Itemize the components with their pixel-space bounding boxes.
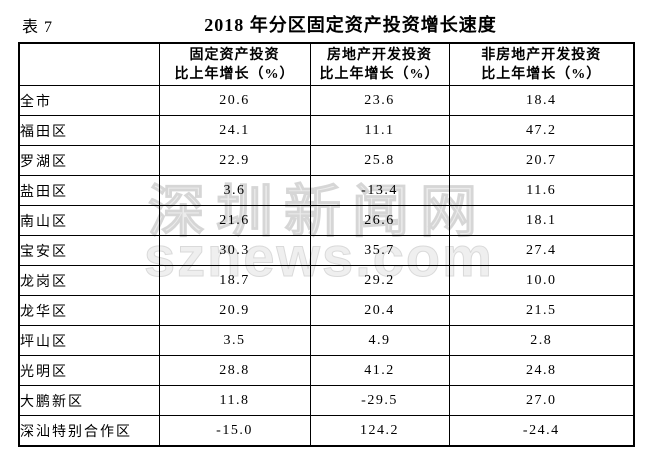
value-cell: 30.3 xyxy=(158,235,311,266)
value-cell: 11.1 xyxy=(309,115,450,146)
value-cell: 4.9 xyxy=(309,325,450,356)
value-cell: -24.4 xyxy=(448,415,635,447)
value-cell: 20.4 xyxy=(309,295,450,326)
value-cell: 29.2 xyxy=(309,265,450,296)
value-cell: -15.0 xyxy=(158,415,311,447)
value-cell: 10.0 xyxy=(448,265,635,296)
district-name-cell: 罗湖区 xyxy=(18,145,160,176)
value-cell: 124.2 xyxy=(309,415,450,447)
district-name-cell: 全市 xyxy=(18,85,160,116)
value-cell: 3.6 xyxy=(158,175,311,206)
column-header-line2: 比上年增长（%） xyxy=(481,66,602,82)
table-row: 罗湖区 22.9 25.8 20.7 xyxy=(18,145,635,176)
value-cell: 24.1 xyxy=(158,115,311,146)
district-name-cell: 深汕特别合作区 xyxy=(18,415,160,447)
table-row: 福田区 24.1 11.1 47.2 xyxy=(18,115,635,146)
value-cell: 18.4 xyxy=(448,85,635,116)
value-cell: 21.6 xyxy=(158,205,311,236)
column-header-fixed-asset-investment: 固定资产投资 比上年增长（%） xyxy=(158,42,311,86)
value-cell: 28.8 xyxy=(158,355,311,386)
district-name-cell: 福田区 xyxy=(18,115,160,146)
value-cell: 20.6 xyxy=(158,85,311,116)
column-header-line2: 比上年增长（%） xyxy=(174,66,295,82)
value-cell: 27.0 xyxy=(448,385,635,416)
column-header-district xyxy=(18,42,160,86)
value-cell: 18.7 xyxy=(158,265,311,296)
table-row: 龙华区 20.9 20.4 21.5 xyxy=(18,295,635,326)
value-cell: 23.6 xyxy=(309,85,450,116)
table-number-label: 表 7 xyxy=(22,19,54,36)
table-row: 光明区 28.8 41.2 24.8 xyxy=(18,355,635,386)
table-header: 固定资产投资 比上年增长（%） 房地产开发投资 比上年增长（%） 非房地产开发投… xyxy=(18,42,635,86)
table-row: 龙岗区 18.7 29.2 10.0 xyxy=(18,265,635,296)
table-row: 坪山区 3.5 4.9 2.8 xyxy=(18,325,635,356)
column-header-non-real-estate-investment: 非房地产开发投资 比上年增长（%） xyxy=(448,42,635,86)
table-row: 盐田区 3.6 -13.4 11.6 xyxy=(18,175,635,206)
value-cell: 3.5 xyxy=(158,325,311,356)
header-row: 固定资产投资 比上年增长（%） 房地产开发投资 比上年增长（%） 非房地产开发投… xyxy=(18,42,635,86)
investment-growth-table: 固定资产投资 比上年增长（%） 房地产开发投资 比上年增长（%） 非房地产开发投… xyxy=(18,42,635,447)
district-name-cell: 坪山区 xyxy=(18,325,160,356)
value-cell: 47.2 xyxy=(448,115,635,146)
value-cell: 21.5 xyxy=(448,295,635,326)
value-cell: 25.8 xyxy=(309,145,450,176)
value-cell: 20.7 xyxy=(448,145,635,176)
value-cell: 20.9 xyxy=(158,295,311,326)
title-bar: 表 7 2018 年分区固定资产投资增长速度 xyxy=(0,11,661,37)
table-row: 宝安区 30.3 35.7 27.4 xyxy=(18,235,635,266)
value-cell: -29.5 xyxy=(309,385,450,416)
value-cell: 24.8 xyxy=(448,355,635,386)
column-header-line1: 固定资产投资 xyxy=(189,47,280,63)
value-cell: 27.4 xyxy=(448,235,635,266)
value-cell: 11.6 xyxy=(448,175,635,206)
column-header-real-estate-investment: 房地产开发投资 比上年增长（%） xyxy=(309,42,450,86)
page-title: 2018 年分区固定资产投资增长速度 xyxy=(204,15,497,35)
value-cell: 41.2 xyxy=(309,355,450,386)
value-cell: 22.9 xyxy=(158,145,311,176)
table-row: 大鹏新区 11.8 -29.5 27.0 xyxy=(18,385,635,416)
value-cell: -13.4 xyxy=(309,175,450,206)
district-name-cell: 龙岗区 xyxy=(18,265,160,296)
district-name-cell: 盐田区 xyxy=(18,175,160,206)
district-name-cell: 南山区 xyxy=(18,205,160,236)
value-cell: 35.7 xyxy=(309,235,450,266)
value-cell: 18.1 xyxy=(448,205,635,236)
column-header-line1: 非房地产开发投资 xyxy=(481,47,602,63)
table-row: 深汕特别合作区 -15.0 124.2 -24.4 xyxy=(18,415,635,447)
value-cell: 11.8 xyxy=(158,385,311,416)
district-name-cell: 宝安区 xyxy=(18,235,160,266)
value-cell: 26.6 xyxy=(309,205,450,236)
table-row: 南山区 21.6 26.6 18.1 xyxy=(18,205,635,236)
district-name-cell: 大鹏新区 xyxy=(18,385,160,416)
value-cell: 2.8 xyxy=(448,325,635,356)
column-header-line2: 比上年增长（%） xyxy=(319,66,440,82)
column-header-line1: 房地产开发投资 xyxy=(327,47,432,63)
district-name-cell: 龙华区 xyxy=(18,295,160,326)
table-body: 全市 20.6 23.6 18.4 福田区 24.1 11.1 47.2 罗湖区… xyxy=(18,85,635,447)
table-row: 全市 20.6 23.6 18.4 xyxy=(18,85,635,116)
district-name-cell: 光明区 xyxy=(18,355,160,386)
